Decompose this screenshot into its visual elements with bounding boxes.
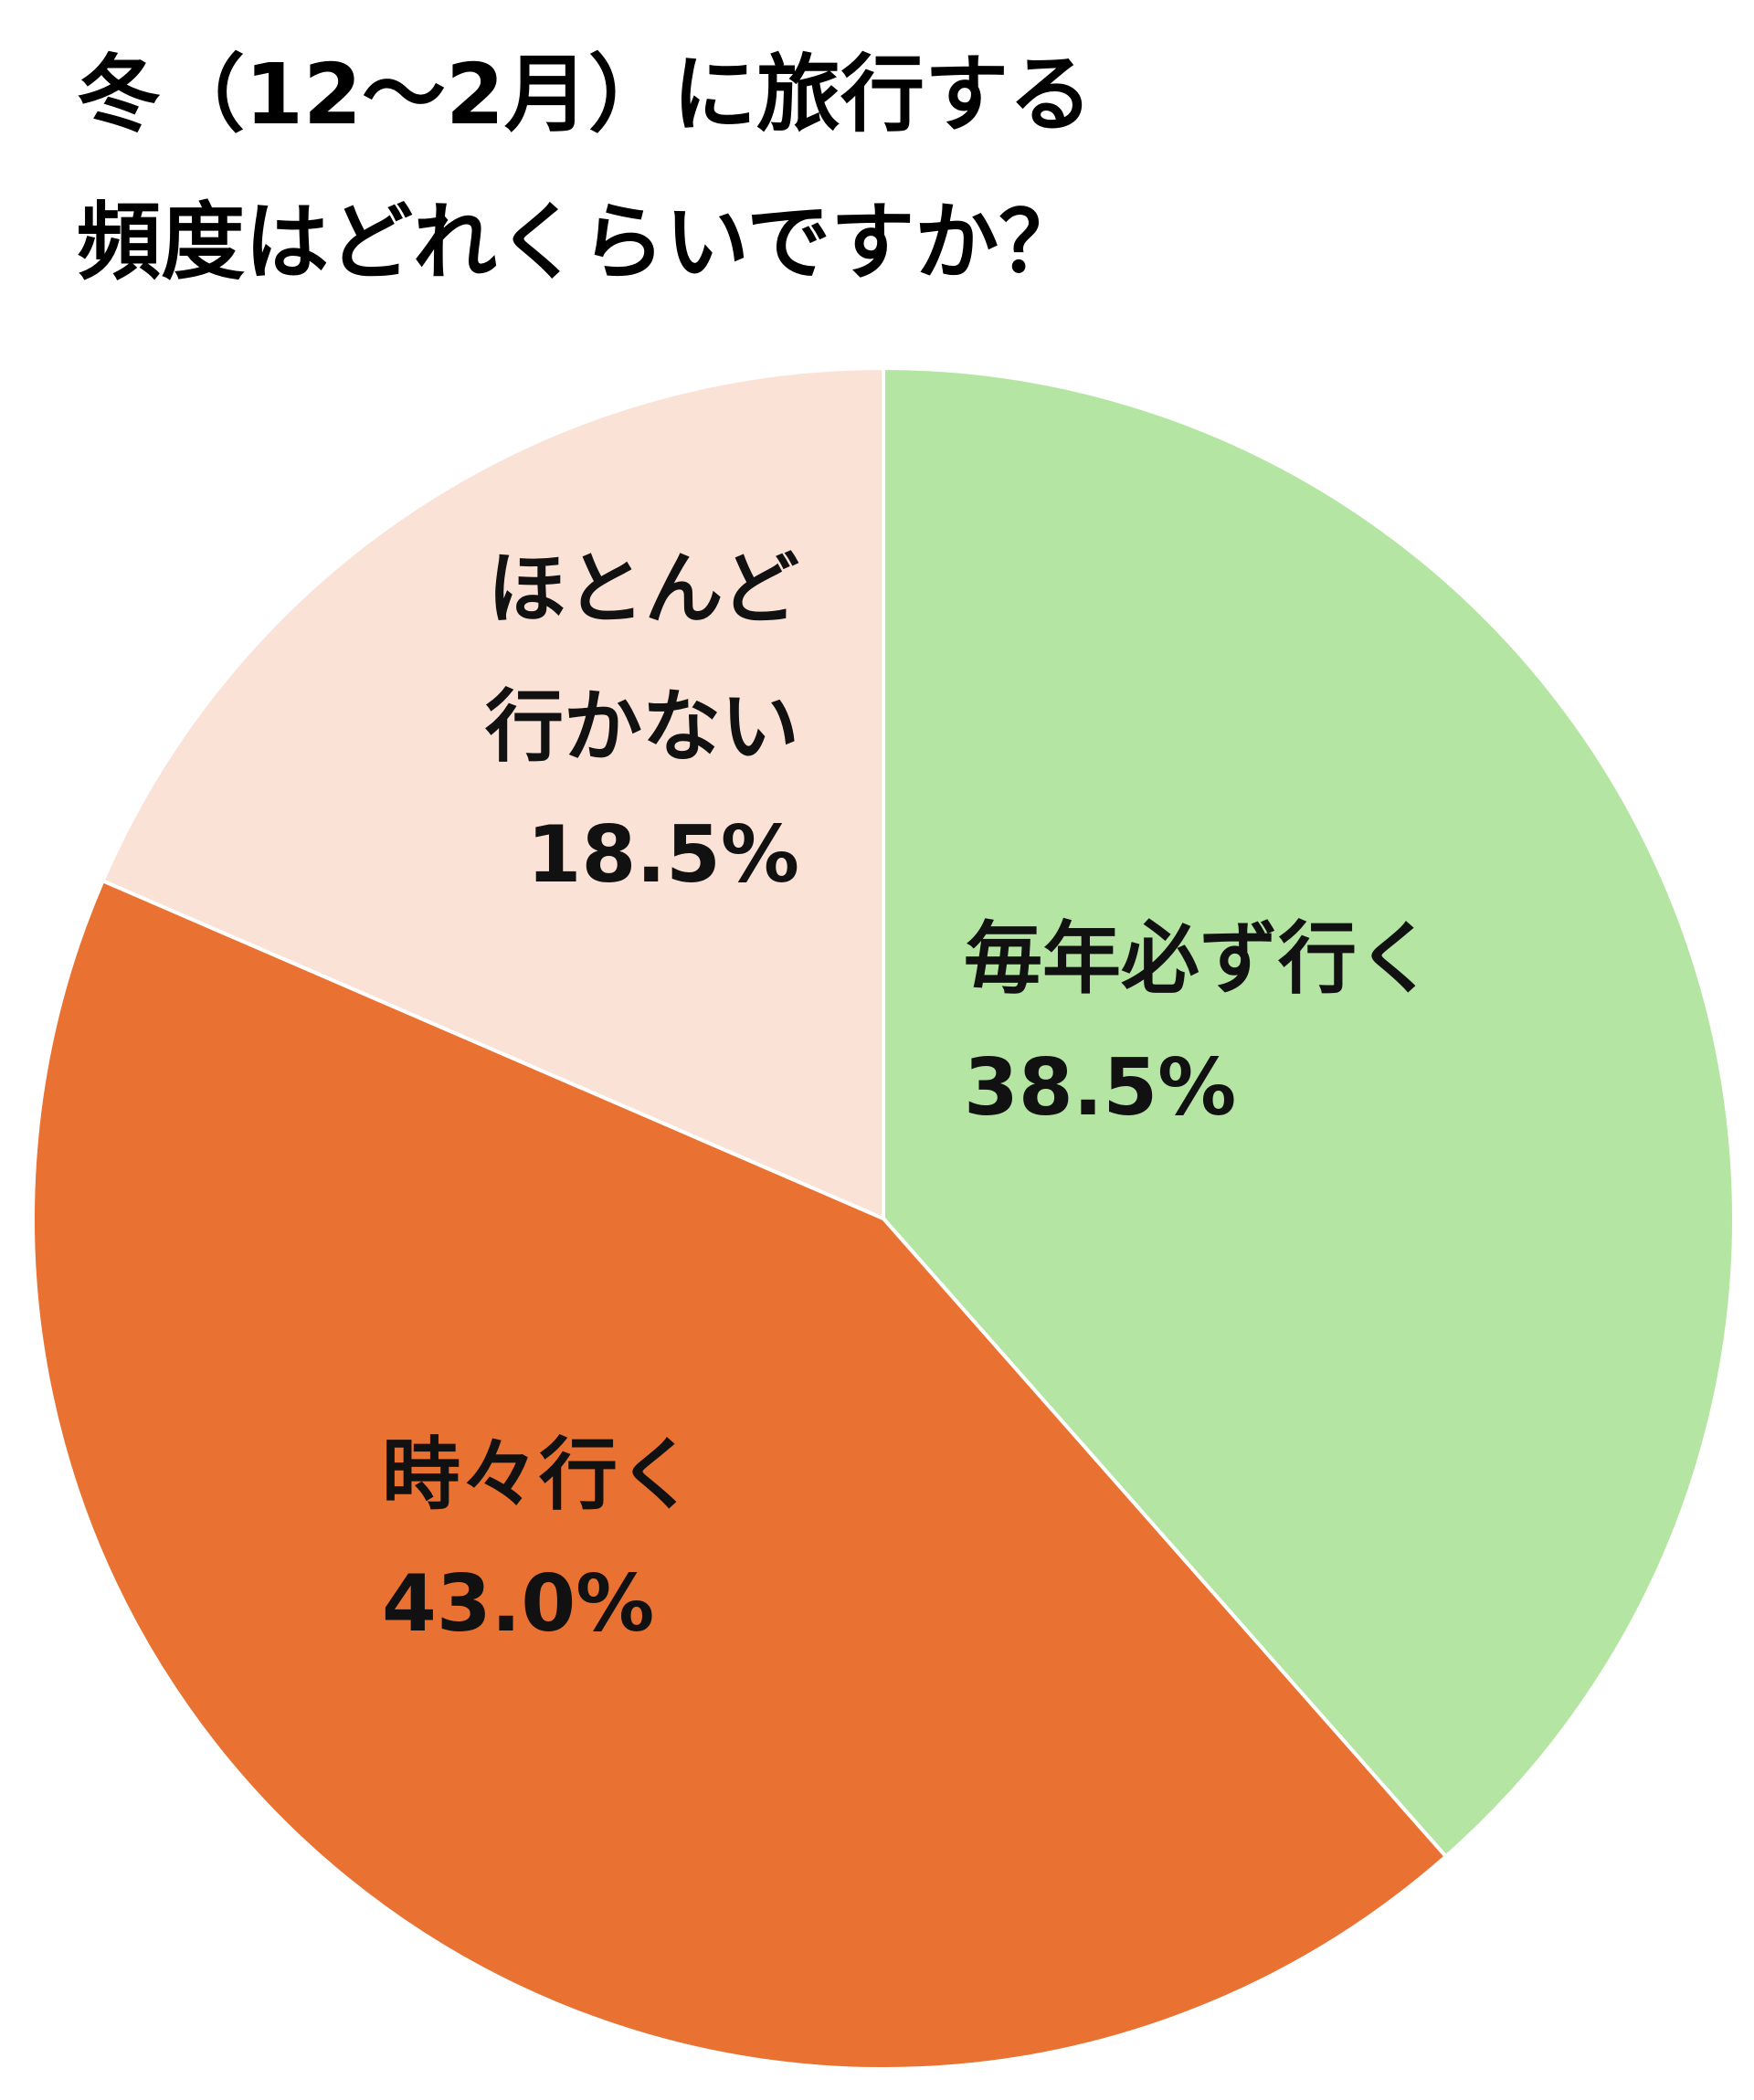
slice-category-label: ほとんど行かない — [485, 543, 799, 773]
slice-value-label: 43.0% — [382, 1558, 655, 1650]
chart-title: 頻度はどれくらいですか？ — [77, 194, 1083, 291]
slice-category-label: 毎年必ず行く — [964, 913, 1435, 1005]
pie-slice — [31, 878, 1449, 2071]
slice-value-label: 18.5% — [526, 809, 799, 901]
pie-slice — [100, 365, 885, 1222]
pie-slice — [882, 365, 1736, 1860]
chart-title: 冬（12～2月）に旅行する — [77, 46, 1094, 143]
slice-category-label: 時々行く — [382, 1430, 696, 1521]
slice-value-label: 38.5% — [964, 1042, 1237, 1134]
